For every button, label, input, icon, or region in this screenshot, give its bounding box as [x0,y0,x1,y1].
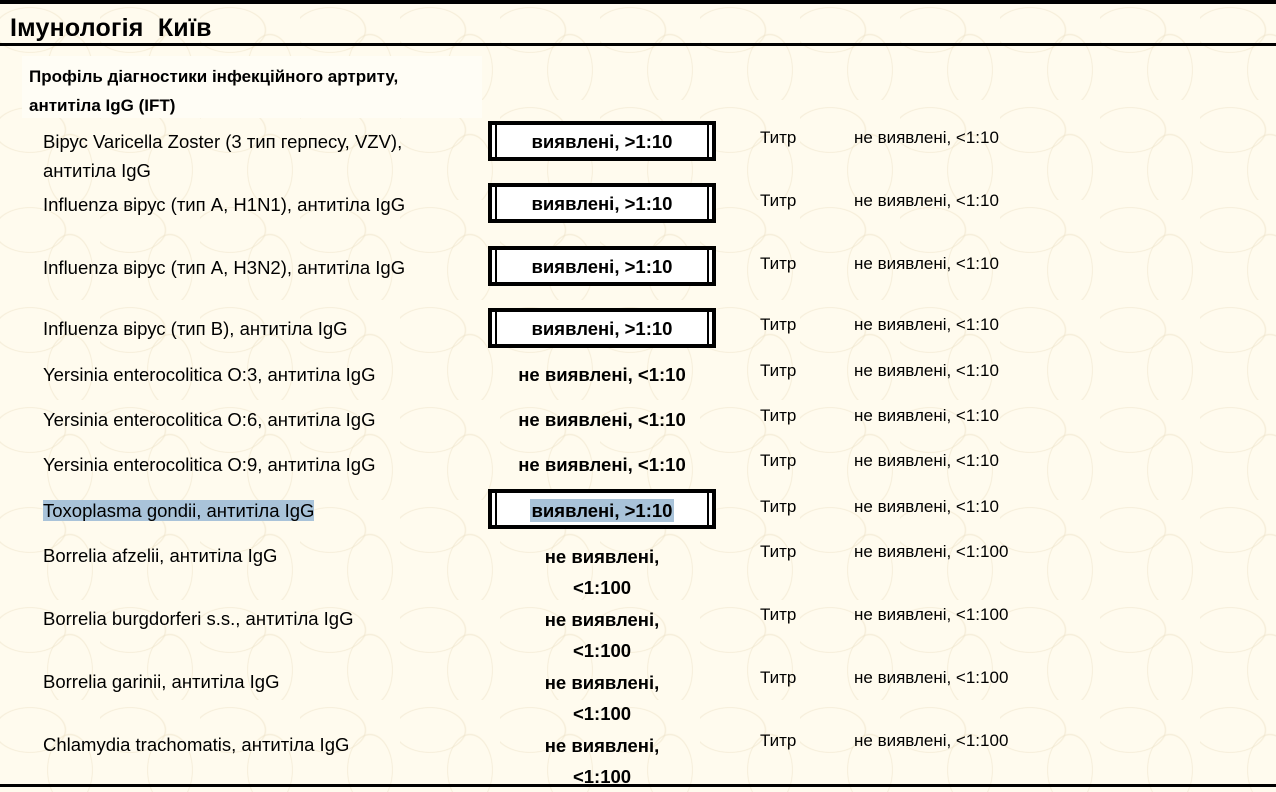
result-value: не виявлені, <1:10 [518,364,686,385]
result-value: не виявлені, <1:100 [544,546,660,598]
profile-title: Профіль діагностики інфекційного артриту… [29,67,399,115]
test-name: Borrelia afzelii, антитіла IgG [43,545,278,566]
test-name: Chlamydia trachomatis, антитіла IgG [43,734,350,755]
test-name: Borrelia burgdorferi s.s., антитіла IgG [43,608,354,629]
unit-label: Титр [760,361,797,380]
unit-label: Титр [760,191,797,210]
result-value: виявлені, >1:10 [531,193,673,214]
reference-range: не виявлені, <1:10 [854,315,999,334]
unit-label: Титр [760,497,797,516]
result-value: виявлені, >1:10 [531,318,673,339]
result-box-positive: виявлені, >1:10 [488,489,716,529]
test-name: Influenza вірус (тип А, H3N2), антитіла … [43,257,406,278]
result-value: не виявлені, <1:10 [518,409,686,430]
test-name: Borrelia garinii, антитіла IgG [43,671,280,692]
unit-label: Титр [760,605,797,624]
result-value: не виявлені, <1:10 [518,454,686,475]
unit-label: Титр [760,451,797,470]
unit-label: Титр [760,731,797,750]
test-name: Yersinia enterocolitica O:3, антитіла Ig… [43,364,376,385]
unit-label: Титр [760,128,797,147]
result-box-positive: виявлені, >1:10 [488,308,716,348]
unit-label: Титр [760,668,797,687]
profile-header: Профіль діагностики інфекційного артриту… [22,56,482,118]
reference-range: не виявлені, <1:100 [854,542,1009,561]
result-value: не виявлені, <1:100 [544,735,660,787]
result-value: не виявлені, <1:100 [544,672,660,724]
reference-range: не виявлені, <1:10 [854,451,999,470]
reference-range: не виявлені, <1:100 [854,731,1009,750]
page-title: Імунологія Київ [10,14,212,42]
reference-range: не виявлені, <1:10 [854,191,999,210]
reference-range: не виявлені, <1:100 [854,605,1009,624]
reference-range: не виявлені, <1:10 [854,128,999,147]
selected-text: Toxoplasma gondii, антитіла IgG [43,500,315,521]
test-name: Yersinia enterocolitica O:9, антитіла Ig… [43,454,376,475]
reference-range: не виявлені, <1:10 [854,406,999,425]
result-box-positive: виявлені, >1:10 [488,183,716,223]
test-name: Toxoplasma gondii, антитіла IgG [43,496,443,525]
test-name: Influenza вірус (тип В), антитіла IgG [43,318,348,339]
result-box-positive: виявлені, >1:10 [488,121,716,161]
test-name: Вірус Varicella Zoster (3 тип герпесу, V… [43,131,403,181]
reference-range: не виявлені, <1:10 [854,361,999,380]
unit-label: Титр [760,254,797,273]
header: Імунологія Київ [0,4,1276,46]
result-value: виявлені, >1:10 [529,499,675,522]
reference-range: не виявлені, <1:10 [854,254,999,273]
reference-range: не виявлені, <1:10 [854,497,999,516]
unit-label: Титр [760,406,797,425]
result-box-positive: виявлені, >1:10 [488,246,716,286]
result-value: виявлені, >1:10 [531,131,673,152]
unit-label: Титр [760,315,797,334]
result-value: не виявлені, <1:100 [544,609,660,661]
result-value: виявлені, >1:10 [531,256,673,277]
test-name: Yersinia enterocolitica O:6, антитіла Ig… [43,409,376,430]
test-name: Influenza вірус (тип А, H1N1), антитіла … [43,194,406,215]
unit-label: Титр [760,542,797,561]
reference-range: не виявлені, <1:100 [854,668,1009,687]
